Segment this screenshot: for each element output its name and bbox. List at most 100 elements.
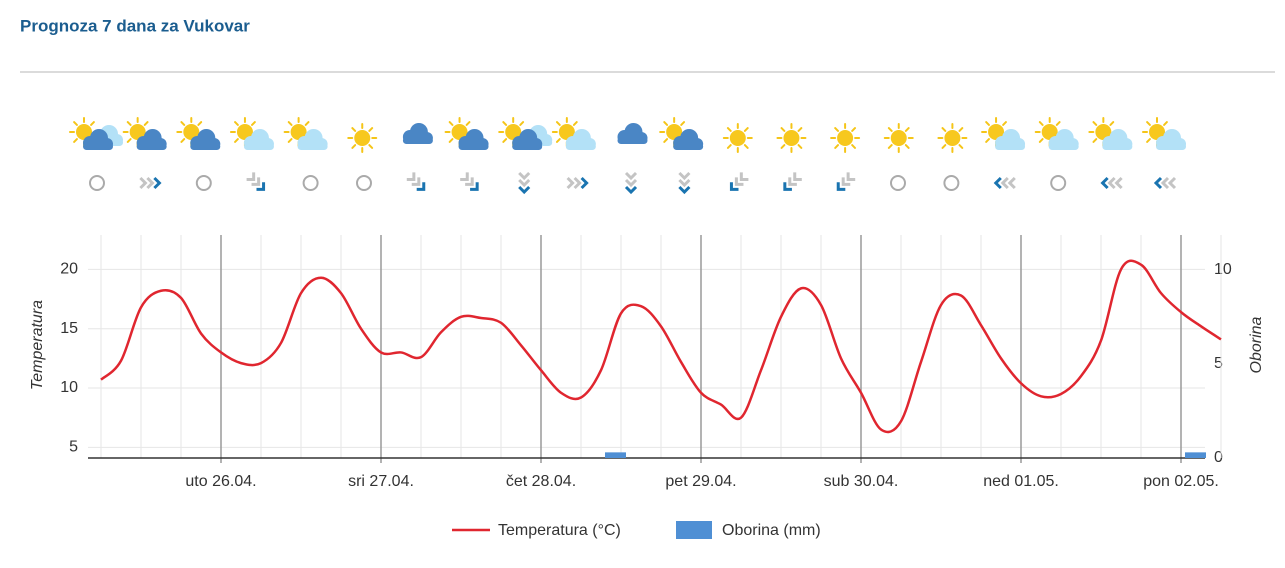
sun-ray — [1146, 138, 1151, 143]
cloud — [1156, 143, 1186, 150]
sun-ray — [780, 144, 786, 149]
precipitation-bar — [1185, 452, 1206, 458]
wind-chevron — [1007, 176, 1016, 190]
cloud — [136, 143, 167, 150]
sun — [944, 130, 961, 146]
sun — [76, 124, 92, 140]
x-tick-label: pet 29.04. — [665, 473, 736, 490]
wind-icon — [943, 175, 960, 191]
y-tick-label: 10 — [60, 379, 78, 396]
wind-icon — [302, 175, 319, 191]
sun-ray — [1109, 121, 1115, 126]
sun-ray — [1092, 138, 1098, 143]
sun-ray — [465, 121, 471, 126]
weather-icon — [722, 123, 753, 153]
sun-ray — [287, 138, 293, 143]
sun — [1095, 124, 1112, 140]
wind-icon — [89, 175, 105, 191]
wind-chevron — [678, 171, 691, 181]
y2-tick-label: 10 — [1214, 261, 1232, 278]
y-tick-label: 15 — [60, 320, 78, 337]
wind-icon — [836, 172, 856, 191]
sun-ray — [797, 127, 803, 132]
sun-ray — [1038, 138, 1044, 143]
wind-chevron — [406, 172, 416, 181]
sun-ray — [448, 138, 454, 143]
sun-ray — [502, 138, 508, 143]
sun-ray — [126, 121, 132, 126]
temperature-line — [100, 259, 1222, 434]
wind-chevron — [678, 178, 691, 188]
sun-ray — [180, 138, 186, 143]
wind-chevron — [246, 172, 256, 181]
sun-ray — [197, 121, 203, 126]
sun-ray — [73, 121, 78, 126]
wind-icon — [195, 175, 212, 191]
x-tick-label: čet 28.04. — [506, 473, 576, 490]
legend-swatch — [676, 521, 712, 539]
weather-icon — [981, 117, 1026, 150]
wind-chevron — [411, 177, 421, 186]
wind-chevron — [788, 177, 797, 186]
weather-icon — [830, 123, 861, 153]
wind-chevron — [1167, 176, 1177, 190]
cloud — [617, 137, 648, 144]
wind-chevron — [518, 178, 531, 188]
legend-label: Oborina (mm) — [722, 522, 821, 539]
weather-icon — [176, 117, 221, 150]
sun — [290, 124, 307, 140]
wind-chevron — [416, 182, 426, 191]
sun-ray — [851, 127, 856, 132]
cloud — [673, 143, 704, 150]
sun — [183, 124, 200, 140]
wind-icon — [993, 176, 1016, 190]
wind-chevron — [1114, 176, 1123, 190]
sun — [236, 124, 253, 140]
wind-chevron — [1100, 176, 1109, 190]
wind-chevron — [460, 172, 469, 181]
sun-ray — [726, 127, 732, 132]
sun-ray — [958, 127, 964, 132]
sun — [988, 124, 1005, 140]
sun-ray — [180, 121, 186, 126]
calm — [356, 175, 372, 191]
cloud — [190, 143, 221, 150]
weather-icon — [551, 117, 596, 150]
sun-ray — [985, 138, 990, 143]
sun-ray — [448, 121, 454, 126]
wind-chevron — [678, 185, 691, 195]
wind-icon — [678, 171, 691, 195]
sun-ray — [1146, 121, 1151, 126]
wind-chevron — [518, 185, 531, 195]
sun-ray — [887, 144, 893, 149]
weather-icon — [883, 123, 914, 153]
wind-chevron — [624, 171, 638, 181]
sun-ray — [1055, 121, 1061, 126]
wind-chevron — [470, 182, 479, 191]
weather-icon — [1142, 117, 1186, 150]
sun-ray — [743, 144, 749, 149]
wind-chevron — [573, 176, 582, 190]
wind-icon — [783, 172, 802, 191]
cloud — [995, 143, 1026, 150]
wind-chevron — [624, 185, 638, 195]
wind-icon — [406, 172, 426, 191]
x-tick-label: ned 01.05. — [983, 473, 1059, 490]
cloud — [512, 143, 543, 150]
sun-ray — [941, 144, 947, 149]
wind-icon — [729, 172, 749, 191]
precipitation-bar — [605, 452, 626, 458]
y-tick-label: 5 — [69, 439, 78, 456]
wind-chevron — [153, 176, 162, 190]
sun — [451, 124, 468, 140]
sun-ray — [143, 121, 149, 126]
wind-chevron — [739, 172, 749, 181]
sun-ray — [73, 138, 78, 143]
wind-chevron — [993, 176, 1002, 190]
x-tick-label: sri 27.04. — [348, 473, 414, 490]
wind-icon — [1153, 176, 1177, 190]
sun — [558, 124, 575, 140]
sun-ray — [555, 121, 561, 126]
calm — [302, 175, 319, 191]
